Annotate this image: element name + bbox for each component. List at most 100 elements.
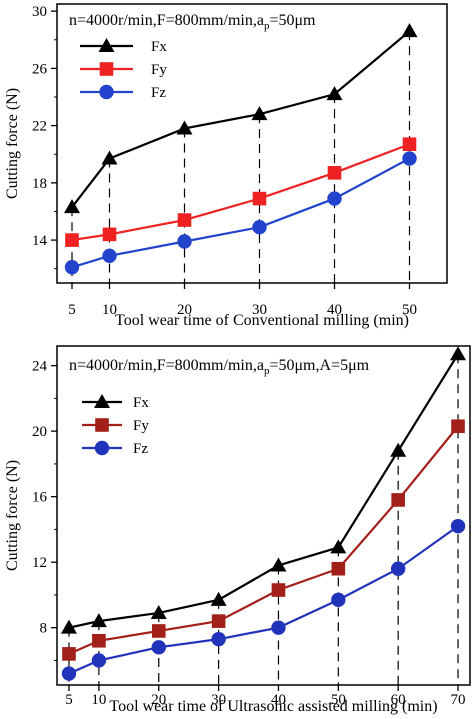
annotation-main: n=4000r/min,F=800mm/min,a — [69, 12, 264, 29]
point-Fx — [390, 442, 407, 457]
point-Fy — [271, 583, 286, 597]
plot-frame — [56, 3, 448, 284]
point-Fx — [64, 199, 80, 214]
legend-marker-Fx — [98, 38, 115, 52]
series-line-Fz — [68, 525, 459, 675]
x-axis-label: Tool wear time of Conventional milling (… — [115, 312, 409, 329]
point-Fz — [211, 631, 226, 647]
point-Fy — [327, 166, 342, 180]
x-tick-label: 5 — [68, 302, 76, 318]
point-Fy — [65, 233, 79, 247]
point-Fy — [391, 493, 405, 507]
point-Fx — [210, 591, 227, 606]
point-Fz — [64, 260, 80, 275]
point-Fz — [177, 234, 192, 249]
legend-label-Fz: Fz — [151, 85, 166, 101]
legend-label-Fy: Fy — [133, 418, 149, 434]
series-line-Fx — [68, 353, 459, 629]
legend-marker-Fx — [94, 394, 110, 408]
legend-marker-Fz — [99, 84, 114, 100]
x-tick-label: 20 — [177, 302, 192, 318]
point-Fy — [402, 137, 417, 152]
y-tick-label: 20 — [32, 424, 47, 440]
legend-label-Fz: Fz — [133, 441, 148, 457]
point-Fz — [402, 151, 417, 166]
point-Fz — [390, 561, 406, 576]
x-tick-label: 30 — [252, 302, 267, 318]
point-Fz — [61, 666, 77, 681]
legend-label-Fy: Fy — [151, 62, 167, 78]
x-tick-label: 30 — [211, 692, 226, 708]
point-Fy — [211, 614, 226, 628]
x-tick-label: 40 — [327, 302, 342, 318]
y-axis-label: Cutting force (N) — [4, 88, 21, 199]
point-Fy — [331, 561, 346, 576]
x-tick-label: 10 — [102, 302, 117, 318]
point-Fy — [177, 213, 192, 227]
y-axis-label: Cutting force (N) — [4, 460, 21, 571]
x-tick-label: 70 — [451, 692, 466, 708]
point-Fy — [62, 647, 76, 661]
x-tick-label: 50 — [331, 692, 346, 708]
x-tick-label: 60 — [391, 692, 406, 708]
legend-label-Fx: Fx — [151, 39, 167, 55]
point-Fz — [91, 653, 107, 668]
point-Fz — [450, 518, 466, 534]
series-line-Fy — [71, 143, 410, 242]
y-tick-label: 22 — [32, 119, 47, 135]
annotation-tail: =50μm — [269, 12, 316, 29]
legend-marker-Fy — [99, 62, 114, 76]
point-Fx — [326, 86, 343, 101]
series-line-Fx — [71, 30, 411, 208]
legend-marker-Fz — [94, 440, 110, 456]
point-Fy — [451, 419, 465, 434]
y-tick-label: 30 — [32, 4, 47, 20]
point-Fx — [60, 619, 77, 634]
point-Fx — [90, 613, 107, 628]
x-tick-label: 50 — [402, 302, 417, 318]
point-Fz — [331, 592, 346, 608]
point-Fx — [330, 539, 347, 554]
y-tick-label: 18 — [32, 176, 47, 192]
series-line-Fy — [68, 425, 459, 655]
y-tick-label: 16 — [32, 490, 48, 506]
point-Fx — [176, 120, 193, 135]
point-Fz — [271, 620, 286, 635]
annotation-subscript: p — [264, 20, 270, 32]
point-Fz — [327, 191, 342, 206]
point-Fz — [151, 640, 166, 655]
x-axis-label: Tool wear time of Ultrasonic assisted mi… — [109, 698, 437, 715]
point-Fz — [102, 248, 117, 264]
point-Fz — [252, 220, 267, 235]
point-Fx — [150, 604, 167, 619]
y-tick-label: 8 — [40, 621, 48, 637]
point-Fy — [92, 633, 106, 648]
x-tick-label: 5 — [65, 692, 73, 708]
point-Fy — [102, 227, 117, 242]
annotation-tail: =50μm,A=5μm — [269, 357, 369, 374]
point-Fx — [270, 557, 287, 572]
annotation-subscript: p — [264, 365, 270, 377]
y-tick-label: 12 — [32, 555, 47, 571]
y-tick-label: 14 — [32, 233, 48, 249]
condition-annotation: n=4000r/min,F=800mm/min,ap=50μm — [69, 12, 316, 32]
legend-marker-Fy — [95, 418, 109, 432]
point-Fy — [252, 191, 267, 206]
point-Fx — [251, 106, 268, 121]
x-tick-label: 20 — [151, 692, 166, 708]
y-tick-label: 24 — [32, 359, 48, 375]
chart-2: 5 10 20 30 40 50 60 70 8 12 16 20 24 Tool wear time o… — [4, 345, 471, 715]
annotation-main: n=4000r/min,F=800mm/min,a — [69, 357, 264, 374]
condition-annotation: n=4000r/min,F=800mm/min,ap=50μm,A=5μm — [69, 357, 370, 377]
point-Fx — [101, 150, 118, 165]
x-tick-label: 40 — [271, 692, 286, 708]
y-tick-label: 26 — [32, 61, 48, 77]
point-Fy — [151, 624, 166, 638]
x-tick-label: 10 — [91, 692, 106, 708]
legend-label-Fx: Fx — [133, 395, 149, 411]
point-Fx — [401, 23, 418, 38]
series-line-Fz — [71, 157, 411, 269]
point-Fx — [450, 346, 467, 361]
